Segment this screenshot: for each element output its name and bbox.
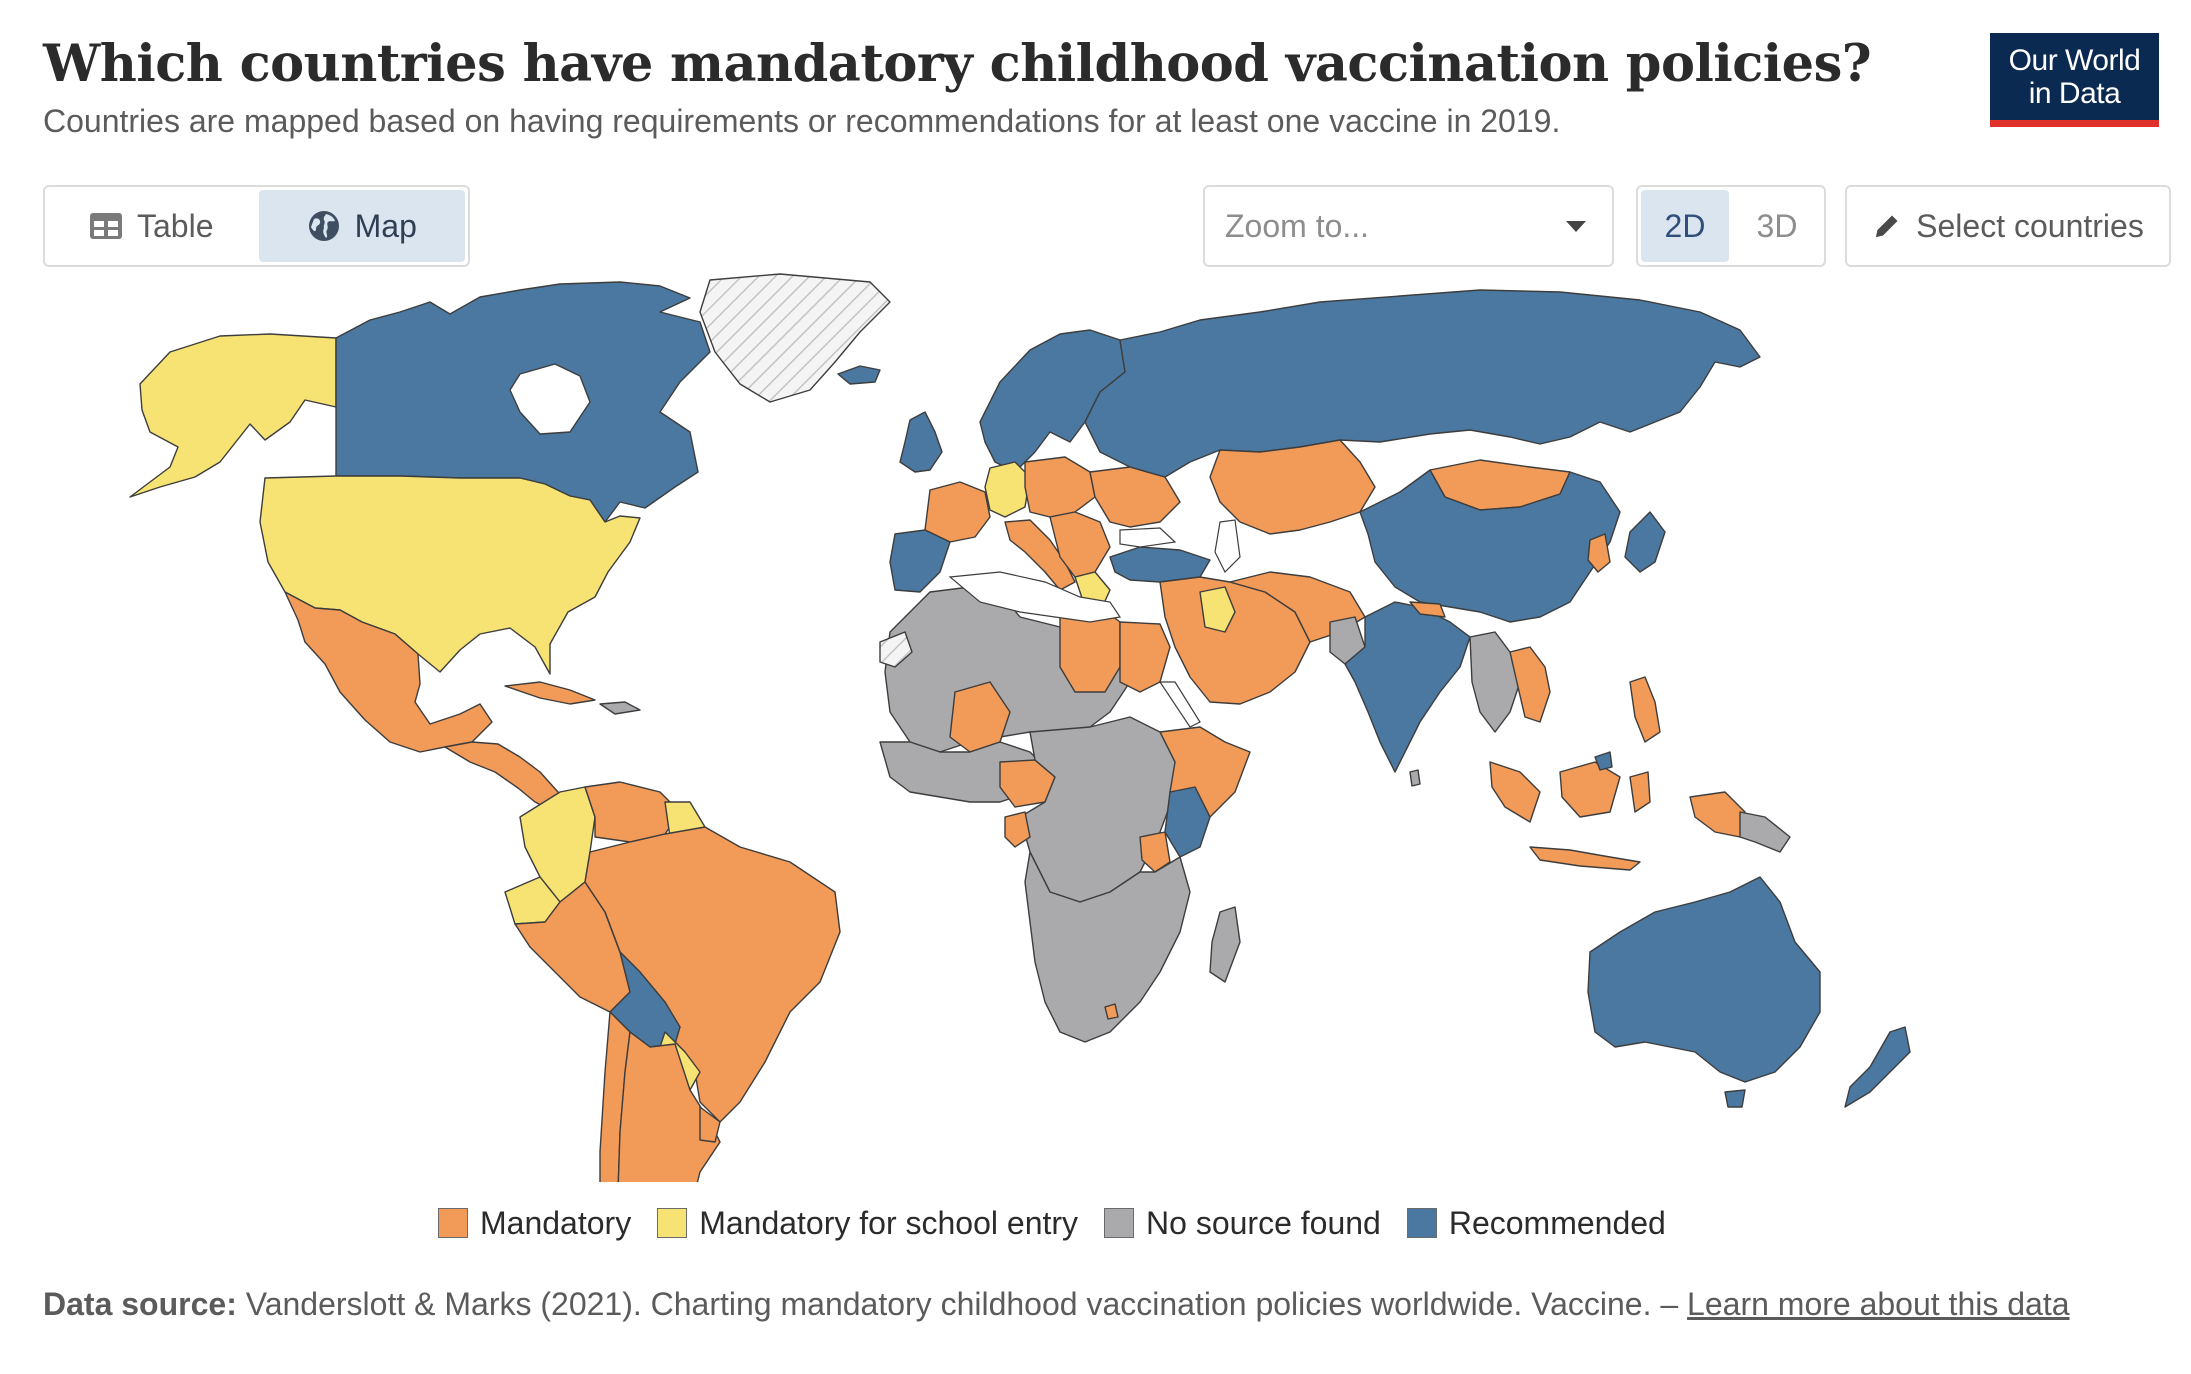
balkans[interactable]	[1049, 511, 1111, 578]
logo-line-1: Our World	[2008, 43, 2141, 77]
caspian-sea	[1214, 519, 1241, 574]
sulawesi[interactable]	[1629, 771, 1651, 813]
borneo[interactable]	[1559, 761, 1621, 818]
source-label: Data source:	[43, 1286, 237, 1322]
legend-label-mandatory-school: Mandatory for school entry	[699, 1204, 1079, 1241]
egypt[interactable]	[1119, 621, 1171, 693]
new-zealand[interactable]	[1844, 1026, 1911, 1108]
gabon[interactable]	[1004, 811, 1031, 848]
tab-map[interactable]: Map	[258, 190, 465, 262]
uruguay[interactable]	[699, 1106, 721, 1143]
greenland	[699, 273, 891, 403]
legend-item-mandatory[interactable]: Mandatory	[438, 1205, 631, 1242]
projection-toggle: 2D 3D	[1636, 185, 1826, 267]
australia[interactable]	[1587, 876, 1821, 1083]
korea-japan[interactable]	[1624, 511, 1666, 573]
source-text: Vanderslott & Marks (2021). Charting man…	[236, 1286, 1688, 1322]
france[interactable]	[924, 481, 991, 543]
vietnam-laos[interactable]	[1509, 646, 1551, 723]
legend-item-mandatory-school[interactable]: Mandatory for school entry	[657, 1205, 1078, 1242]
tab-table[interactable]: Table	[48, 190, 255, 262]
western-sahara	[879, 631, 913, 668]
legend-label-recommended: Recommended	[1448, 1204, 1666, 1241]
malaysia-indonesia[interactable]	[1489, 761, 1541, 823]
madagascar[interactable]	[1209, 906, 1241, 983]
kazakhstan-central-asia[interactable]	[1209, 439, 1376, 535]
mediterranean	[948, 571, 1122, 623]
chevron-down-icon	[1566, 220, 1586, 232]
tasmania[interactable]	[1724, 1089, 1746, 1108]
germany[interactable]	[984, 461, 1031, 518]
nepal[interactable]	[1409, 601, 1446, 618]
korea[interactable]	[1587, 533, 1611, 573]
new-guinea[interactable]	[1689, 791, 1746, 838]
uk-ireland[interactable]	[899, 411, 943, 473]
select-countries-button[interactable]: Select countries	[1845, 185, 2171, 267]
italy[interactable]	[1004, 519, 1076, 591]
brunei[interactable]	[1594, 751, 1613, 771]
learn-more-link[interactable]: Learn more about this data	[1687, 1286, 2070, 1322]
legend-label-mandatory: Mandatory	[480, 1204, 632, 1241]
zoom-placeholder: Zoom to...	[1225, 207, 1370, 244]
hispaniola[interactable]	[599, 701, 641, 715]
java-islands[interactable]	[1529, 846, 1641, 871]
iceland[interactable]	[837, 365, 881, 385]
data-source: Data source: Vanderslott & Marks (2021).…	[43, 1283, 2133, 1325]
central-europe[interactable]	[1024, 456, 1096, 518]
sri-lanka[interactable]	[1409, 769, 1421, 787]
logo-line-2: in Data	[2028, 76, 2121, 110]
chart-title: Which countries have mandatory childhood…	[43, 34, 1872, 94]
projection-2d-button[interactable]: 2D	[1641, 190, 1729, 262]
select-countries-label: Select countries	[1916, 207, 2144, 244]
png[interactable]	[1739, 811, 1791, 853]
projection-3d-button[interactable]: 3D	[1756, 207, 1798, 244]
india[interactable]	[1344, 601, 1471, 773]
red-sea	[1158, 681, 1201, 728]
alaska[interactable]	[129, 333, 337, 498]
pencil-icon	[1876, 215, 1898, 237]
tab-table-label: Table	[137, 207, 214, 244]
zoom-select[interactable]: Zoom to...	[1203, 185, 1614, 267]
globe-icon	[308, 211, 339, 241]
legend-swatch-recommended	[1406, 1208, 1437, 1238]
view-toggle: Table Map	[43, 185, 470, 267]
southeast-asia[interactable]	[1469, 631, 1521, 733]
cuba[interactable]	[504, 681, 596, 705]
legend-item-recommended[interactable]: Recommended	[1406, 1204, 1666, 1242]
chart-subtitle: Countries are mapped based on having req…	[43, 103, 1561, 139]
legend-label-no-source: No source found	[1146, 1204, 1381, 1241]
philippines[interactable]	[1629, 676, 1661, 743]
world-map	[129, 273, 1911, 1182]
russia[interactable]	[1084, 289, 1761, 478]
iberia[interactable]	[889, 529, 951, 593]
southern-africa[interactable]	[1024, 851, 1191, 1043]
legend-swatch-mandatory-school	[657, 1208, 688, 1238]
legend-swatch-no-source	[1104, 1208, 1135, 1238]
map-legend: Mandatory Mandatory for school entry No …	[438, 1203, 1666, 1243]
black-sea	[1119, 527, 1177, 548]
south-africa-lesotho[interactable]	[1104, 1003, 1119, 1020]
mexico[interactable]	[284, 591, 493, 753]
argentina[interactable]	[617, 1031, 721, 1182]
hudson-bay	[509, 363, 591, 435]
legend-swatch-mandatory	[438, 1208, 468, 1238]
iraq[interactable]	[1199, 586, 1236, 633]
legend-item-no-source[interactable]: No source found	[1104, 1205, 1381, 1242]
owid-logo[interactable]: Our World in Data	[1990, 33, 2159, 127]
turkey[interactable]	[1109, 546, 1211, 583]
tab-map-label: Map	[354, 207, 417, 244]
table-icon	[90, 213, 122, 239]
